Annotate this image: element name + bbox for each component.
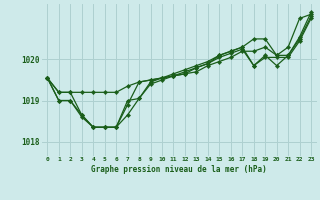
X-axis label: Graphe pression niveau de la mer (hPa): Graphe pression niveau de la mer (hPa) xyxy=(91,165,267,174)
